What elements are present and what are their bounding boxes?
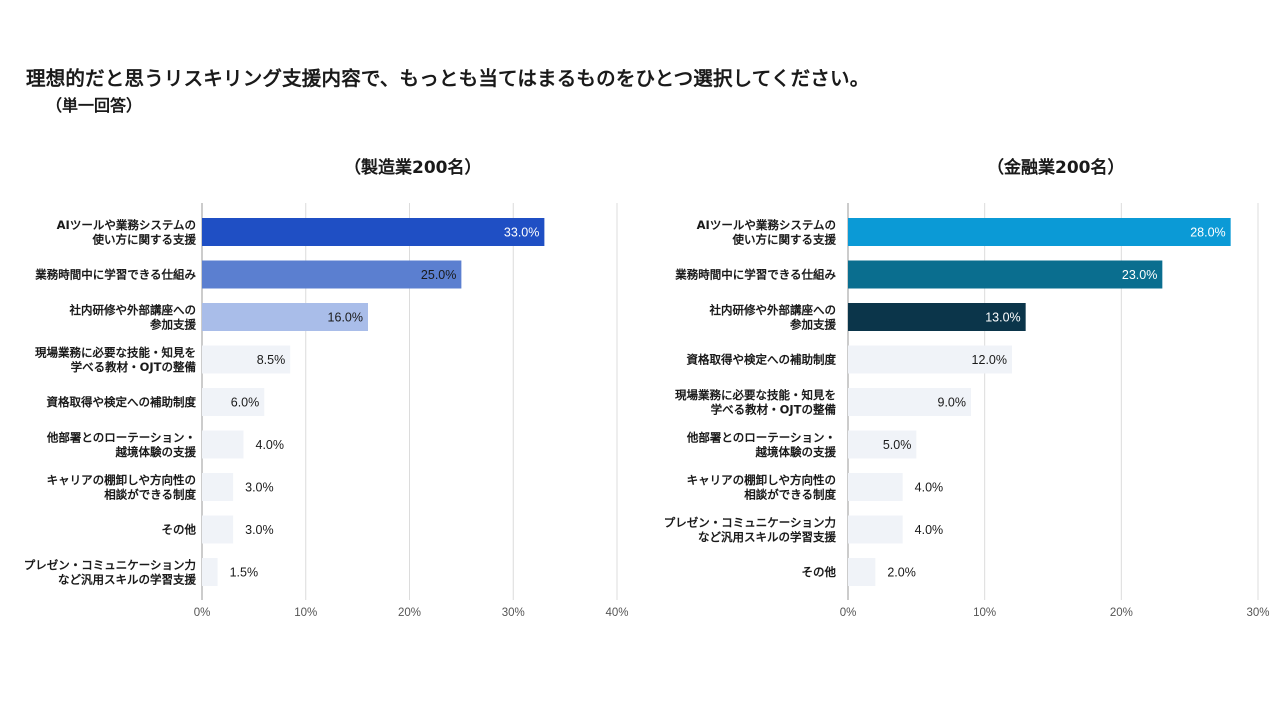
category-label: 他部署とのローテーション・越境体験の支援 [46,430,197,459]
category-label: その他 [162,523,197,537]
bar [202,260,462,289]
x-tick-label: 30% [1246,607,1269,619]
data-label: 5.0% [883,438,912,452]
page-subtitle: （単一回答） [46,96,143,115]
bar [848,303,1026,331]
data-label: 13.0% [985,311,1020,325]
bar [202,515,234,544]
data-label: 12.0% [972,353,1007,367]
bar [848,388,971,416]
data-label: 4.0% [915,481,944,495]
bar [848,430,917,459]
category-label: 業務時間中に学習できる仕組み [674,268,836,282]
bar [848,558,876,586]
bar [202,388,265,416]
bar [848,473,903,501]
category-label: プレゼン・コミュニケーション力など汎用スキルの学習支援 [24,558,197,587]
x-tick-label: 0% [840,607,857,619]
bar [848,515,903,544]
bar [848,345,1012,374]
category-label: 社内研修や外部講座への参加支援 [709,303,837,332]
bar [848,260,1163,289]
category-label: 資格取得や検定への補助制度 [687,353,837,367]
category-label: AIツールや業務システムの使い方に関する支援 [697,218,837,247]
x-tick-label: 10% [294,607,317,619]
page-title: 理想的だと思うリスキリング支援内容で、もっとも当てはまるものをひとつ選択してくだ… [26,67,870,90]
category-label: 資格取得や検定への補助制度 [47,395,197,409]
data-label: 3.0% [245,481,274,495]
category-label: 現場業務に必要な技能・知見を学べる教材・OJTの整備 [35,345,196,374]
data-label: 4.0% [915,523,944,537]
data-label: 8.5% [257,353,286,367]
bar [202,473,234,501]
category-label: 他部署とのローテーション・越境体験の支援 [686,430,837,459]
bar [202,218,545,246]
category-label: 現場業務に必要な技能・知見を学べる教材・OJTの整備 [675,388,836,417]
bar [202,345,291,374]
category-label: キャリアの棚卸しや方向性の相談ができる制度 [47,473,197,502]
x-tick-label: 0% [194,607,211,619]
x-tick-label: 40% [605,607,628,619]
data-label: 6.0% [231,396,260,410]
x-tick-label: 10% [973,607,996,619]
bar [202,430,244,459]
data-label: 4.0% [256,438,285,452]
category-label: キャリアの棚卸しや方向性の相談ができる制度 [687,473,837,502]
data-label: 3.0% [245,523,274,537]
category-label: プレゼン・コミュニケーション力など汎用スキルの学習支援 [664,515,837,544]
data-label: 25.0% [421,268,456,282]
data-label: 33.0% [504,226,539,240]
chart-title-manufacturing: （製造業200名） [344,158,482,178]
bar [202,558,218,586]
data-label: 1.5% [230,566,259,580]
data-label: 16.0% [328,311,363,325]
data-label: 2.0% [887,566,916,580]
category-label: 業務時間中に学習できる仕組み [34,268,196,282]
bar [202,303,368,331]
category-label: 社内研修や外部講座への参加支援 [69,303,197,332]
x-tick-label: 20% [398,607,421,619]
data-label: 9.0% [938,396,967,410]
x-tick-label: 30% [502,607,525,619]
data-label: 23.0% [1122,268,1157,282]
data-label: 28.0% [1190,226,1225,240]
x-tick-label: 20% [1110,607,1133,619]
category-label: AIツールや業務システムの使い方に関する支援 [57,218,197,247]
category-label: その他 [802,565,837,579]
chart-title-finance: （金融業200名） [987,158,1125,178]
bar [848,218,1231,246]
